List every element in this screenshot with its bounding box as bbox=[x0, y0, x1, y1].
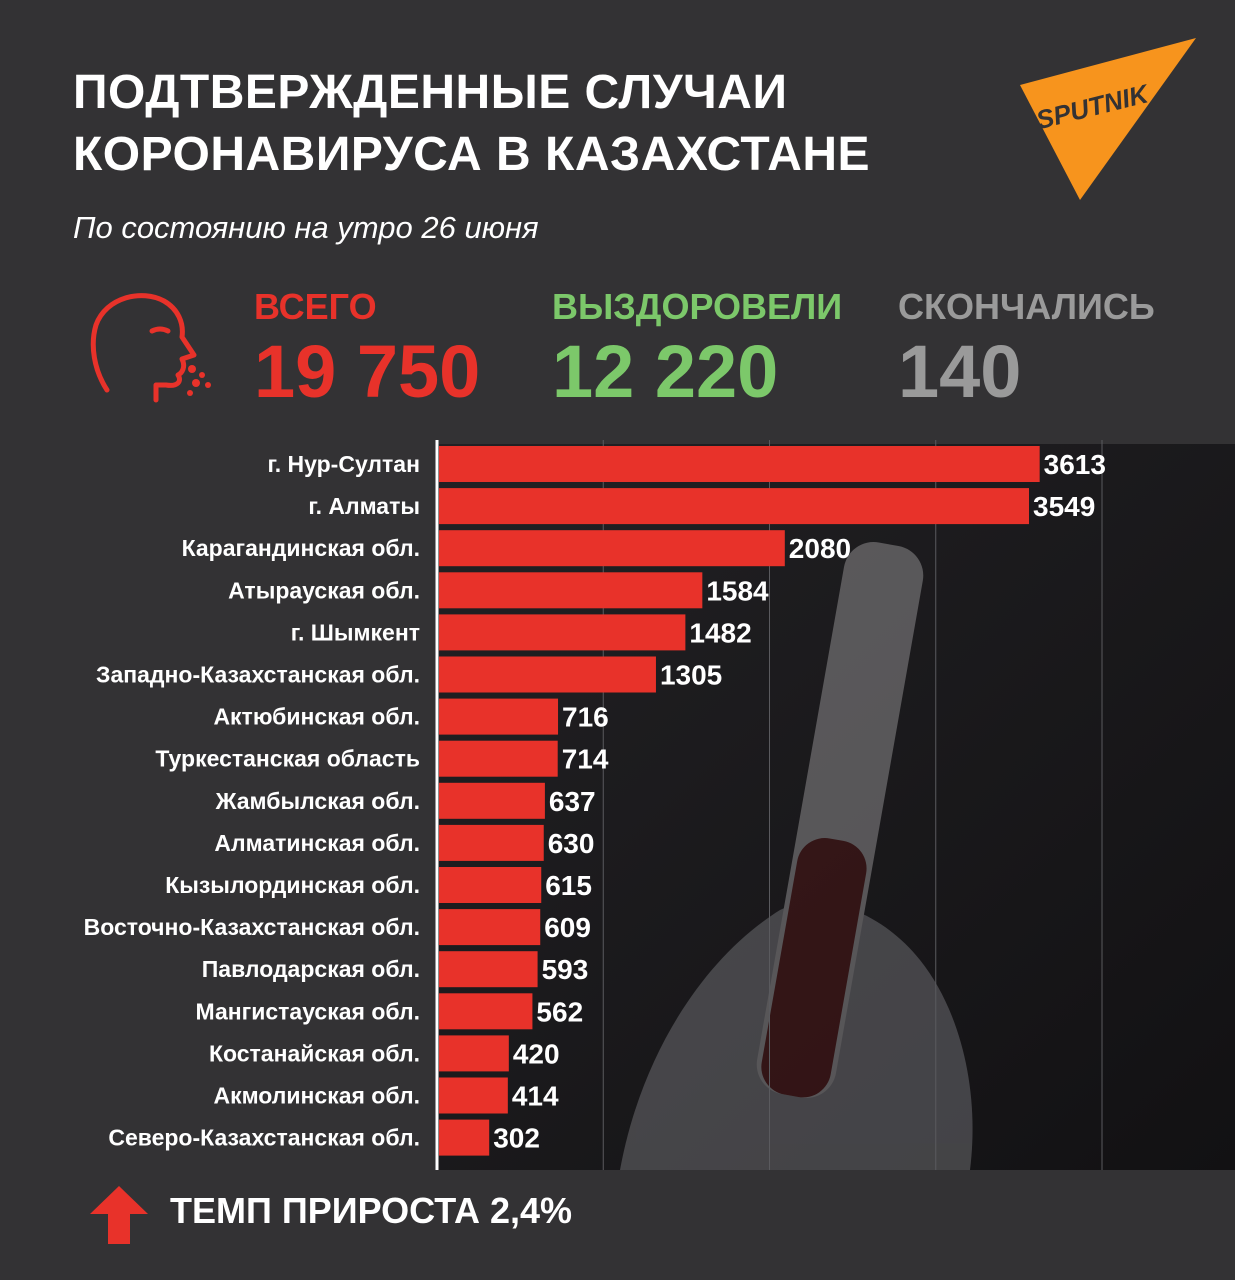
bar bbox=[439, 1035, 509, 1072]
stat-died-value: 140 bbox=[898, 330, 1022, 413]
bar bbox=[439, 951, 538, 988]
value-labels: 3613 3549 2080 1584 1482 1305 716 714 637 630 615 6… bbox=[493, 449, 1106, 1154]
category-label: г. Алматы bbox=[308, 493, 420, 519]
category-label: Атырауская обл. bbox=[228, 577, 420, 603]
category-label: Карагандинская обл. bbox=[182, 535, 420, 561]
bar bbox=[439, 572, 703, 609]
category-label: Костанайская обл. bbox=[209, 1040, 420, 1066]
page-title: ПОДТВЕРЖДЕННЫЕ СЛУЧАИ КОРОНАВИРУСА В КАЗ… bbox=[73, 62, 870, 186]
value-label: 637 bbox=[549, 786, 596, 817]
bar bbox=[439, 1119, 490, 1156]
region-bar-chart: г. Нур-Султан г. Алматы Карагандинская обл… bbox=[84, 440, 1235, 1170]
stat-total: ВСЕГО 19 750 bbox=[254, 285, 480, 415]
sputnik-logo: SPUTNIK bbox=[1020, 38, 1196, 200]
category-label: г. Нур-Султан bbox=[267, 451, 420, 477]
value-label: 302 bbox=[493, 1123, 540, 1154]
value-label: 714 bbox=[562, 744, 609, 775]
value-label: 1305 bbox=[660, 660, 722, 691]
value-label: 420 bbox=[513, 1038, 560, 1069]
growth-rate: ТЕМП ПРИРОСТА 2,4% bbox=[170, 1190, 573, 1231]
bar bbox=[439, 909, 541, 946]
title-line-1: ПОДТВЕРЖДЕННЫЕ СЛУЧАИ bbox=[73, 66, 788, 119]
bar bbox=[439, 867, 542, 903]
value-label: 615 bbox=[545, 870, 592, 901]
title-line-2: КОРОНАВИРУСА В КАЗАХСТАНЕ bbox=[73, 128, 871, 181]
value-label: 1482 bbox=[689, 617, 751, 648]
bar bbox=[439, 740, 558, 777]
category-label: Жамбылская обл. bbox=[215, 788, 420, 814]
category-label: Западно-Казахстанская обл. bbox=[96, 662, 420, 688]
up-arrow-icon bbox=[90, 1186, 148, 1244]
bar bbox=[439, 656, 656, 693]
bar bbox=[439, 698, 559, 735]
category-label: Восточно-Казахстанская обл. bbox=[84, 914, 420, 940]
stat-recovered-value: 12 220 bbox=[552, 330, 779, 413]
sneezing-head-icon bbox=[90, 293, 211, 403]
stat-died-label: СКОНЧАЛИСЬ bbox=[898, 286, 1155, 327]
stat-recovered-label: ВЫЗДОРОВЕЛИ bbox=[552, 286, 843, 327]
value-label: 716 bbox=[562, 702, 609, 733]
bar bbox=[439, 782, 545, 819]
bar-series bbox=[439, 446, 1040, 1156]
bar bbox=[439, 446, 1040, 482]
category-label: Павлодарская обл. bbox=[202, 956, 420, 982]
category-label: г. Шымкент bbox=[291, 619, 420, 645]
bar bbox=[439, 488, 1030, 525]
category-label: Актюбинская обл. bbox=[213, 704, 420, 730]
bar bbox=[439, 824, 544, 861]
stat-total-label: ВСЕГО bbox=[254, 286, 377, 327]
value-label: 3549 bbox=[1033, 491, 1095, 522]
bar bbox=[439, 993, 533, 1030]
bar bbox=[439, 614, 686, 651]
category-label: Кызылординская обл. bbox=[165, 872, 420, 898]
stat-total-value: 19 750 bbox=[254, 330, 481, 413]
category-label: Туркестанская область bbox=[155, 746, 420, 772]
subtitle: По состоянию на утро 26 июня bbox=[73, 210, 539, 245]
value-label: 593 bbox=[542, 954, 589, 985]
bar bbox=[439, 530, 785, 567]
stat-died: СКОНЧАЛИСЬ 140 bbox=[898, 285, 1155, 415]
category-labels: г. Нур-Султан г. Алматы Карагандинская обл… bbox=[84, 451, 420, 1151]
category-label: Акмолинская обл. bbox=[213, 1083, 420, 1109]
value-label: 609 bbox=[544, 912, 591, 943]
value-label: 2080 bbox=[789, 533, 851, 564]
category-label: Мангистауская обл. bbox=[196, 998, 421, 1024]
test-tube-photo bbox=[620, 542, 973, 1170]
category-label: Алматинская обл. bbox=[214, 830, 420, 856]
bar bbox=[439, 1077, 508, 1114]
value-label: 630 bbox=[548, 828, 595, 859]
category-label: Северо-Казахстанская обл. bbox=[108, 1125, 420, 1151]
value-label: 414 bbox=[512, 1081, 559, 1112]
value-label: 3613 bbox=[1044, 449, 1106, 480]
value-label: 562 bbox=[536, 996, 583, 1027]
value-label: 1584 bbox=[706, 575, 769, 606]
stat-recovered: ВЫЗДОРОВЕЛИ 12 220 bbox=[552, 285, 842, 415]
